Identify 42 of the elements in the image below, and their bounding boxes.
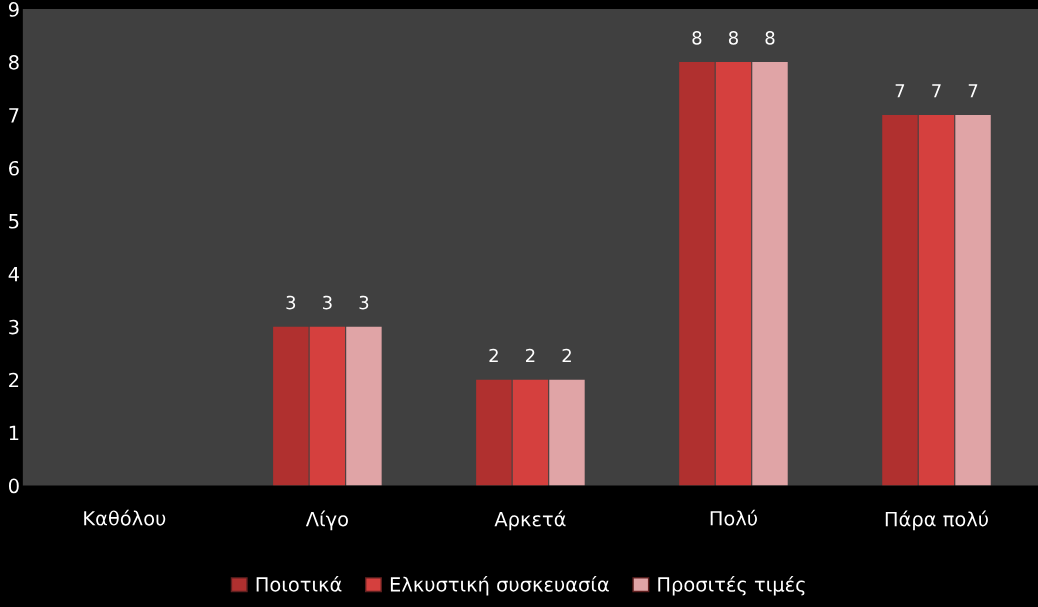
bar bbox=[918, 114, 955, 486]
data-label: 7 bbox=[895, 84, 905, 98]
data-label: 3 bbox=[359, 295, 369, 310]
bar bbox=[955, 114, 991, 486]
x-tick-label: Καθόλου bbox=[84, 509, 166, 526]
x-tick-label: Πάρα πολύ bbox=[885, 510, 988, 531]
bar bbox=[715, 62, 752, 486]
data-label: 7 bbox=[932, 84, 941, 98]
bar bbox=[476, 379, 512, 486]
data-label: 8 bbox=[692, 31, 702, 45]
data-label: 8 bbox=[765, 31, 775, 45]
y-tick-label: 6 bbox=[9, 160, 19, 176]
data-label: 2 bbox=[526, 348, 535, 363]
y-tick-label: 9 bbox=[8, 2, 19, 17]
y-tick-label: 0 bbox=[8, 478, 19, 494]
data-label: 2 bbox=[562, 348, 571, 363]
y-tick-label: 2 bbox=[9, 372, 19, 388]
bar bbox=[512, 379, 549, 486]
data-label: 3 bbox=[323, 295, 332, 310]
bar bbox=[346, 326, 382, 486]
data-label: 3 bbox=[286, 295, 296, 310]
legend-label: Προσιτές τιμές bbox=[658, 575, 805, 596]
x-tick-label: Πολύ bbox=[710, 509, 757, 526]
legend-label: Ελκυστική συσκευασία bbox=[390, 575, 609, 596]
y-tick-label: 3 bbox=[9, 319, 19, 335]
x-tick-label: Λίγο bbox=[305, 510, 348, 531]
y-tick-label: 7 bbox=[9, 108, 19, 123]
y-tick-label: 4 bbox=[8, 267, 19, 282]
bar bbox=[273, 326, 309, 486]
bar bbox=[752, 62, 788, 486]
y-tick-label: 5 bbox=[9, 214, 19, 229]
bar bbox=[309, 326, 346, 486]
y-tick-label: 1 bbox=[9, 425, 19, 441]
bar bbox=[882, 114, 918, 486]
bar bbox=[679, 62, 715, 486]
x-tick-label: Αρκετά bbox=[494, 510, 566, 531]
data-label: 7 bbox=[968, 84, 978, 98]
data-label: 2 bbox=[489, 348, 498, 363]
data-label: 8 bbox=[728, 31, 738, 45]
bar bbox=[549, 379, 585, 486]
legend-label: Ποιοτικά bbox=[256, 575, 342, 592]
y-tick-label: 8 bbox=[9, 55, 19, 70]
